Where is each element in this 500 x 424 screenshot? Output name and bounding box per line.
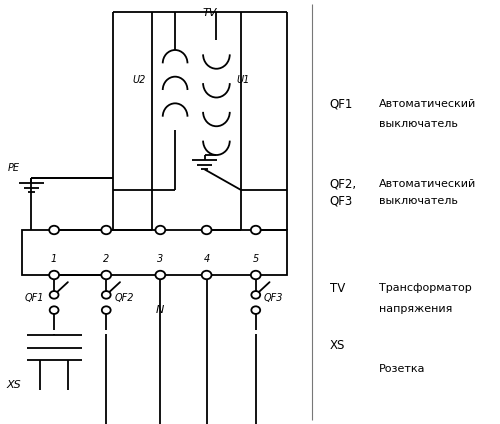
Bar bbox=[22, 230, 287, 275]
Circle shape bbox=[252, 306, 260, 314]
Text: выключатель: выключатель bbox=[378, 119, 458, 129]
Text: TV: TV bbox=[330, 282, 345, 295]
Circle shape bbox=[156, 271, 166, 279]
Text: TV: TV bbox=[202, 8, 216, 18]
Text: QF3: QF3 bbox=[330, 195, 353, 208]
Text: 4: 4 bbox=[204, 254, 210, 265]
Text: QF2,: QF2, bbox=[330, 178, 356, 191]
Circle shape bbox=[251, 226, 260, 234]
Text: выключатель: выключатель bbox=[378, 196, 458, 206]
Circle shape bbox=[50, 291, 58, 298]
Text: QF2: QF2 bbox=[114, 293, 134, 303]
Text: Розетка: Розетка bbox=[378, 364, 425, 374]
Circle shape bbox=[50, 306, 58, 314]
Circle shape bbox=[49, 226, 59, 234]
Text: 2: 2 bbox=[103, 254, 110, 265]
Text: QF1: QF1 bbox=[25, 293, 44, 303]
Text: Автоматический: Автоматический bbox=[378, 179, 476, 190]
Circle shape bbox=[251, 271, 260, 279]
Circle shape bbox=[102, 226, 111, 234]
Text: QF1: QF1 bbox=[330, 98, 353, 110]
Text: PE: PE bbox=[8, 163, 20, 173]
Circle shape bbox=[102, 291, 110, 298]
Text: U1: U1 bbox=[236, 75, 250, 85]
Text: Трансформатор: Трансформатор bbox=[378, 283, 472, 293]
Text: Автоматический: Автоматический bbox=[378, 99, 476, 109]
Circle shape bbox=[49, 271, 59, 279]
Text: QF3: QF3 bbox=[264, 293, 283, 303]
Text: 3: 3 bbox=[157, 254, 164, 265]
Circle shape bbox=[202, 271, 211, 279]
Circle shape bbox=[102, 306, 110, 314]
Text: U2: U2 bbox=[132, 75, 145, 85]
Circle shape bbox=[102, 271, 111, 279]
Text: N: N bbox=[156, 305, 164, 315]
Circle shape bbox=[156, 226, 166, 234]
Text: XS: XS bbox=[7, 380, 22, 390]
Text: 5: 5 bbox=[252, 254, 259, 265]
Circle shape bbox=[202, 226, 211, 234]
Circle shape bbox=[252, 291, 260, 298]
Text: 1: 1 bbox=[51, 254, 57, 265]
Text: напряжения: напряжения bbox=[378, 304, 452, 314]
Text: XS: XS bbox=[330, 339, 345, 352]
